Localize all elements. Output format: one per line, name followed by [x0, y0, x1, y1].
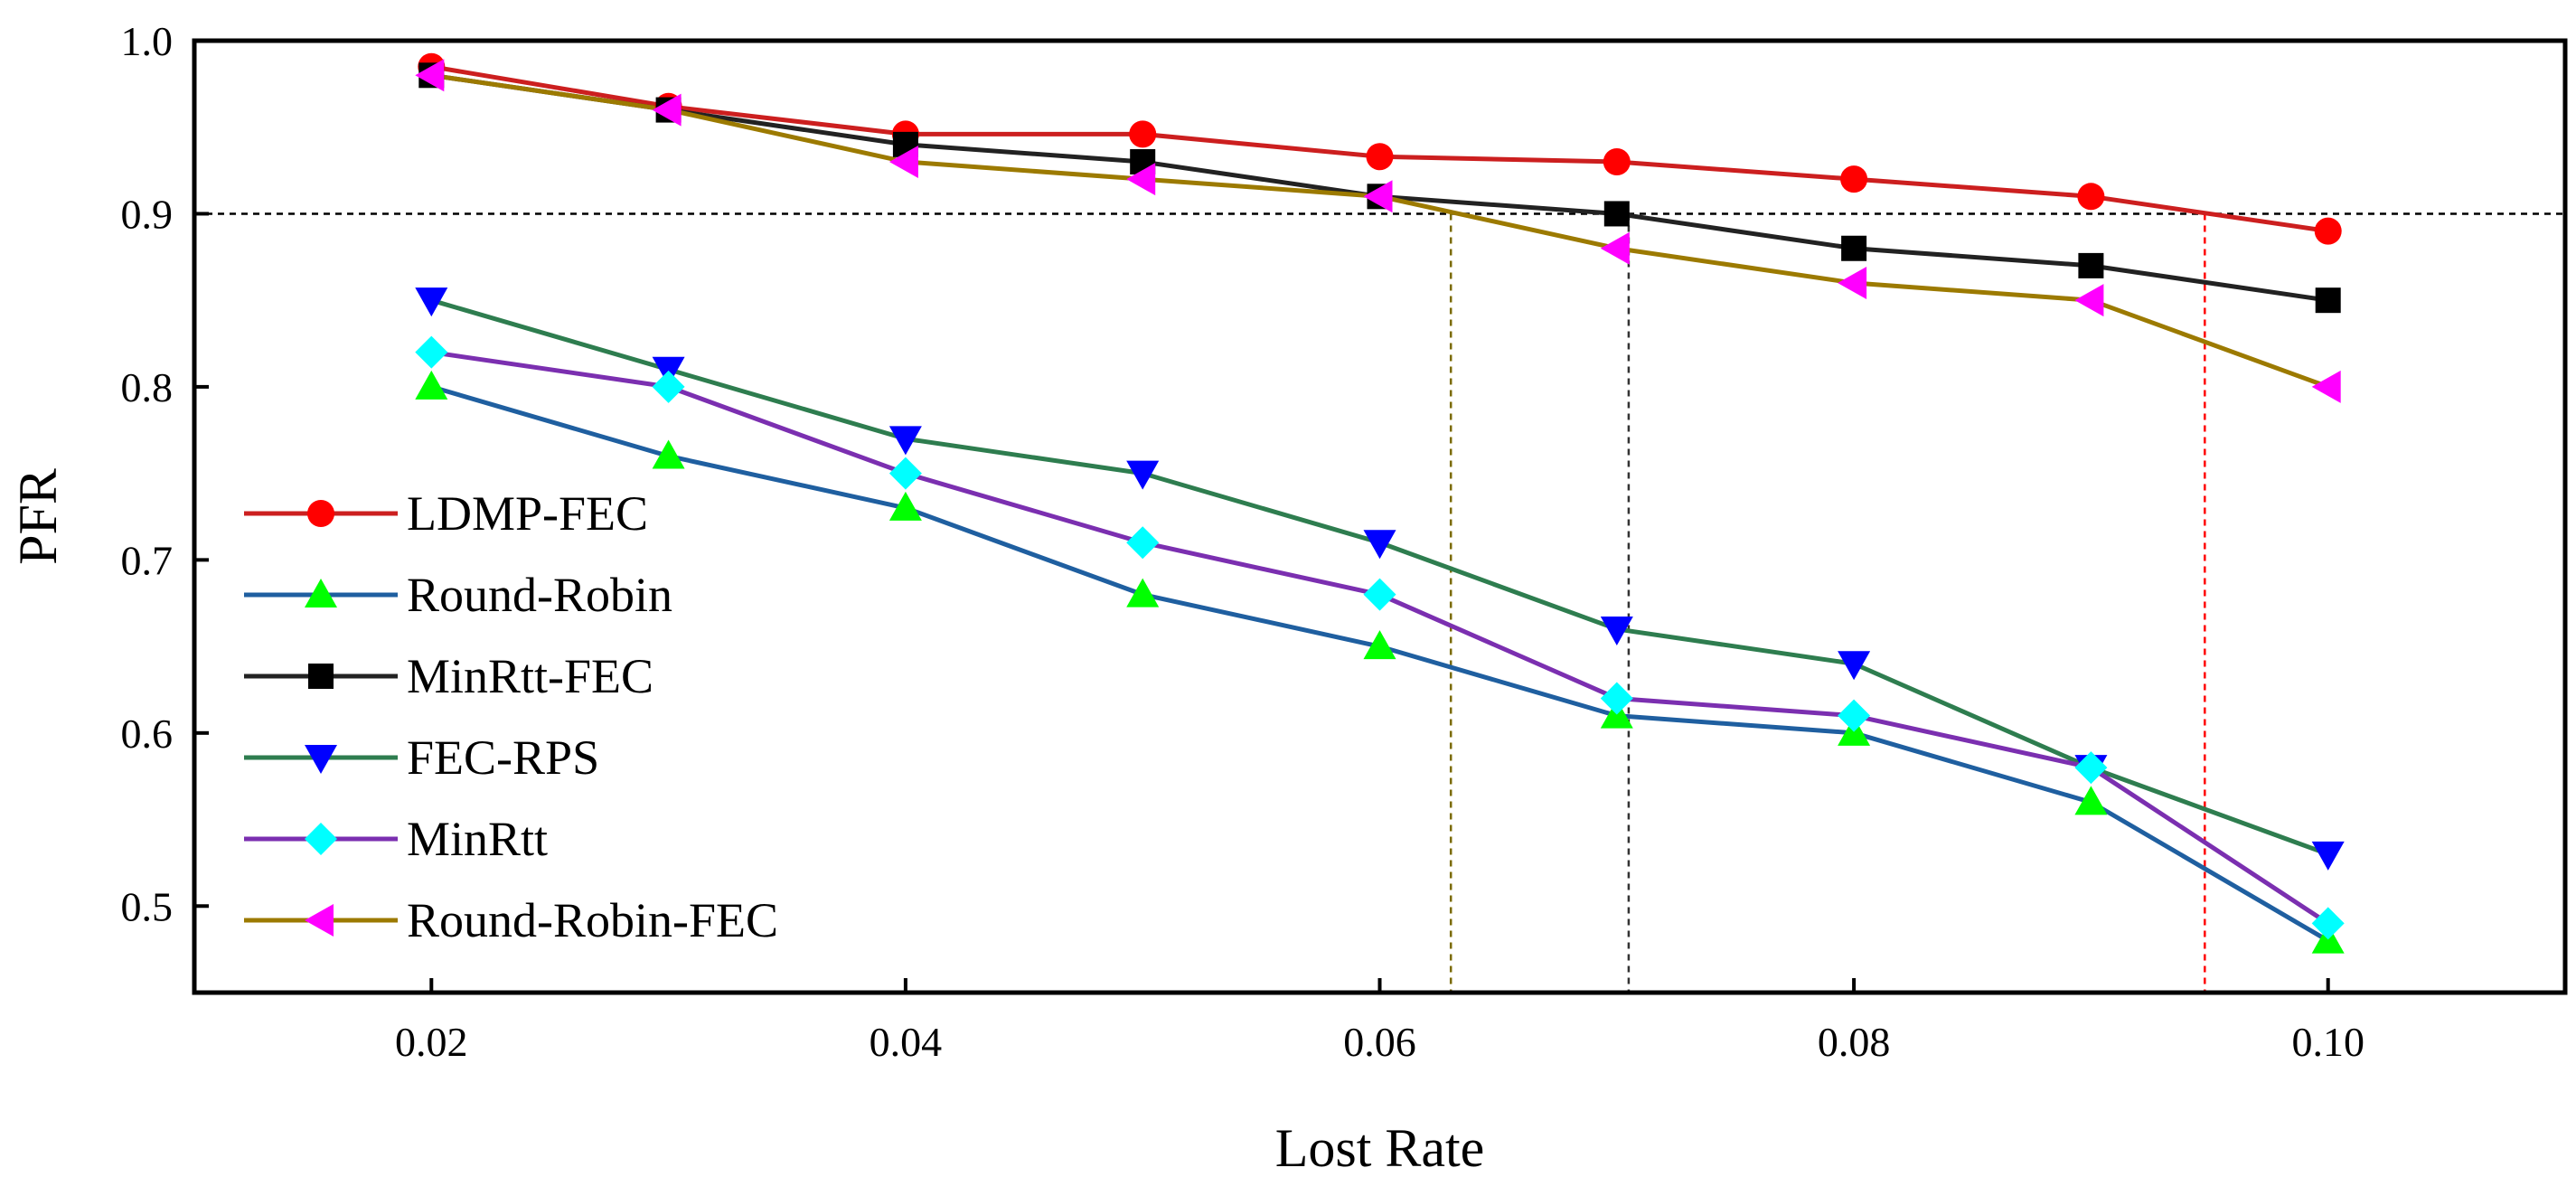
data-point-minrtt-fec	[1603, 201, 1630, 227]
data-point-ldmp-fec	[1840, 165, 1868, 193]
data-point-round-robin-fec	[652, 93, 682, 127]
legend-marker	[305, 823, 337, 855]
legend-label: Round-Robin	[407, 568, 672, 622]
data-point-round-robin-fec	[2311, 370, 2341, 403]
data-point-minrtt	[1600, 682, 1633, 715]
data-point-minrtt	[888, 457, 922, 490]
data-point-round-robin	[415, 370, 448, 400]
x-tick-label: 0.10	[2291, 1019, 2364, 1065]
x-axis: 0.02 0.04 0.06 0.08 0.10	[395, 978, 2364, 1065]
y-axis-title: PFR	[8, 468, 68, 565]
x-tick-label: 0.04	[870, 1019, 943, 1065]
x-axis-title: Lost Rate	[1275, 1118, 1485, 1178]
legend-label: FEC-RPS	[407, 730, 599, 785]
data-point-round-robin-fec	[1600, 231, 1630, 265]
data-point-round-robin	[2074, 786, 2108, 815]
data-point-fec-rps	[2311, 841, 2345, 871]
data-point-round-robin	[888, 491, 922, 521]
y-tick-label: 0.7	[121, 537, 174, 583]
data-point-ldmp-fec	[1366, 143, 1394, 171]
legend-item-round-robin: Round-Robin	[244, 568, 672, 622]
data-point-round-robin-fec	[415, 59, 445, 92]
data-point-minrtt	[2074, 751, 2108, 785]
x-tick-label: 0.02	[395, 1019, 468, 1065]
data-point-round-robin	[652, 439, 685, 469]
legend-item-round-robin-fec: Round-Robin-FEC	[244, 893, 778, 947]
data-point-round-robin-fec	[2074, 284, 2104, 317]
data-point-minrtt	[2311, 907, 2345, 940]
y-tick-label: 1.0	[121, 18, 174, 64]
legend-item-ldmp-fec: LDMP-FEC	[244, 486, 648, 541]
x-tick-label: 0.06	[1343, 1019, 1416, 1065]
data-point-minrtt	[1363, 578, 1396, 611]
legend-label: LDMP-FEC	[407, 486, 648, 541]
data-point-ldmp-fec	[2314, 217, 2342, 245]
data-point-minrtt	[652, 370, 685, 403]
data-point-minrtt-fec	[1841, 235, 1867, 261]
legend-item-minrtt: MinRtt	[244, 812, 548, 866]
legend-marker	[307, 500, 334, 527]
data-point-fec-rps	[1126, 460, 1160, 490]
legend-marker	[308, 664, 334, 689]
legend-label: MinRtt-FEC	[407, 649, 653, 703]
data-point-minrtt-fec	[2078, 252, 2104, 278]
data-point-minrtt-fec	[2315, 287, 2341, 314]
data-point-minrtt	[1838, 699, 1871, 732]
data-point-ldmp-fec	[1603, 148, 1631, 176]
data-point-ldmp-fec	[1129, 120, 1157, 148]
y-tick-label: 0.5	[121, 883, 174, 929]
legend-marker	[305, 904, 334, 937]
data-point-fec-rps	[1600, 616, 1633, 645]
y-tick-label: 0.9	[121, 191, 174, 237]
legend-item-minrtt-fec: MinRtt-FEC	[244, 649, 653, 703]
legend-marker	[305, 579, 337, 607]
data-point-round-robin-fec	[1363, 180, 1393, 213]
data-point-round-robin-fec	[888, 146, 918, 179]
data-point-fec-rps	[415, 287, 448, 317]
data-point-round-robin	[1126, 578, 1160, 607]
data-point-round-robin-fec	[1126, 163, 1156, 196]
y-tick-label: 0.8	[121, 364, 174, 410]
data-point-minrtt	[1126, 526, 1160, 560]
legend-label: Round-Robin-FEC	[407, 893, 778, 947]
data-point-fec-rps	[1838, 651, 1871, 681]
data-point-fec-rps	[888, 426, 922, 456]
data-point-fec-rps	[1363, 530, 1396, 560]
series-markers	[415, 52, 2345, 954]
x-tick-label: 0.08	[1818, 1019, 1891, 1065]
data-point-round-robin-fec	[1838, 267, 1867, 300]
data-point-round-robin	[1363, 630, 1396, 660]
data-point-minrtt	[415, 335, 448, 369]
legend-label: MinRtt	[407, 812, 548, 866]
legend-marker	[305, 745, 337, 774]
y-tick-label: 0.6	[121, 711, 174, 757]
y-axis: 0.5 0.6 0.7 0.8 0.9 1.0	[121, 18, 209, 929]
legend-item-fec-rps: FEC-RPS	[244, 730, 599, 785]
legend: LDMP-FEC Round-Robin MinRtt-FEC FEC-RPS MinR…	[244, 486, 778, 947]
data-point-ldmp-fec	[2077, 183, 2105, 211]
